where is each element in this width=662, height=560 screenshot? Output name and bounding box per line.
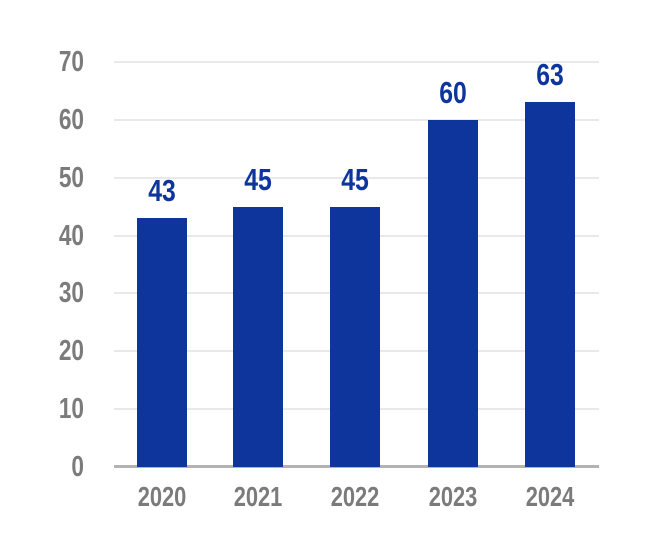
y-axis-tick-label: 60	[58, 103, 84, 136]
y-axis-tick-label: 30	[58, 277, 84, 310]
x-axis-label: 2022	[330, 481, 380, 512]
y-axis-tick-label: 50	[58, 161, 84, 194]
bar-value-label: 63	[535, 57, 564, 92]
bar-2024	[524, 102, 575, 467]
gridline	[114, 118, 599, 121]
bar-2023	[427, 120, 478, 467]
gridline	[114, 176, 599, 179]
x-axis-label: 2021	[233, 481, 283, 512]
bar-2020	[137, 218, 187, 467]
y-axis-tick-label: 20	[58, 335, 84, 368]
bar-value-label: 45	[244, 162, 272, 197]
bar-value-label: 43	[148, 173, 176, 208]
bar-value-label: 45	[341, 162, 369, 197]
y-axis-tick-label: 70	[58, 46, 84, 78]
bar-2021	[233, 207, 283, 467]
x-axis-label: 2020	[137, 481, 187, 512]
bar-2022	[330, 207, 380, 467]
gridline	[114, 61, 599, 63]
y-axis-tick-label: 0	[71, 451, 84, 483]
x-axis-label: 2023	[428, 481, 477, 512]
y-axis-tick-label: 10	[58, 393, 84, 426]
y-axis-tick-label: 40	[58, 219, 84, 252]
bar-value-label: 60	[438, 75, 467, 110]
x-axis-label: 2024	[525, 481, 574, 512]
